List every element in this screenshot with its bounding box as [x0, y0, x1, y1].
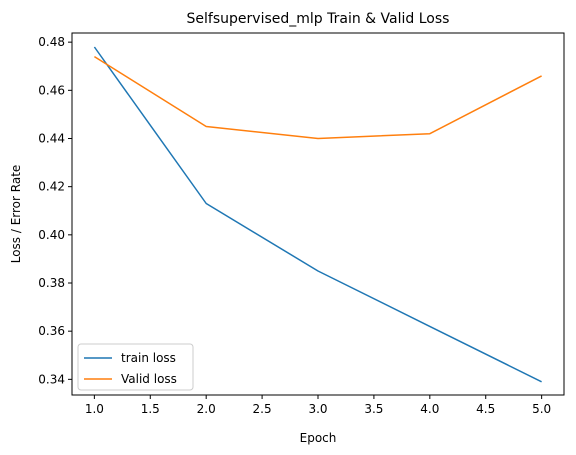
x-tick-label: 3.5 — [364, 402, 383, 416]
plot-area — [72, 33, 564, 395]
y-tick-label: 0.42 — [38, 180, 65, 194]
y-tick-label: 0.38 — [38, 276, 65, 290]
x-tick-label: 4.0 — [420, 402, 439, 416]
series-layer — [94, 47, 541, 382]
legend-label-0: train loss — [121, 351, 176, 365]
legend: train loss Valid loss — [78, 344, 193, 390]
series-line-1 — [94, 57, 541, 139]
x-tick-label: 2.0 — [197, 402, 216, 416]
y-tick-label: 0.34 — [38, 372, 65, 386]
x-tick-label: 1.5 — [141, 402, 160, 416]
y-axis: 0.34 0.36 0.38 0.40 0.42 0.44 0.46 0.48 — [38, 35, 72, 386]
y-tick-label: 0.36 — [38, 324, 65, 338]
x-tick-label: 2.5 — [253, 402, 272, 416]
y-tick-label: 0.44 — [38, 131, 65, 145]
y-tick-label: 0.46 — [38, 83, 65, 97]
chart-title: Selfsupervised_mlp Train & Valid Loss — [187, 11, 450, 27]
series-line-0 — [94, 47, 541, 382]
x-tick-label: 1.0 — [85, 402, 104, 416]
x-axis: 1.0 1.5 2.0 2.5 3.0 3.5 4.0 4.5 5.0 — [85, 395, 551, 416]
x-tick-label: 5.0 — [532, 402, 551, 416]
x-tick-label: 3.0 — [308, 402, 327, 416]
x-axis-label: Epoch — [300, 431, 337, 445]
legend-label-1: Valid loss — [121, 372, 177, 386]
x-tick-label: 4.5 — [476, 402, 495, 416]
y-axis-label: Loss / Error Rate — [9, 165, 23, 264]
y-tick-label: 0.48 — [38, 35, 65, 49]
y-tick-label: 0.40 — [38, 228, 65, 242]
